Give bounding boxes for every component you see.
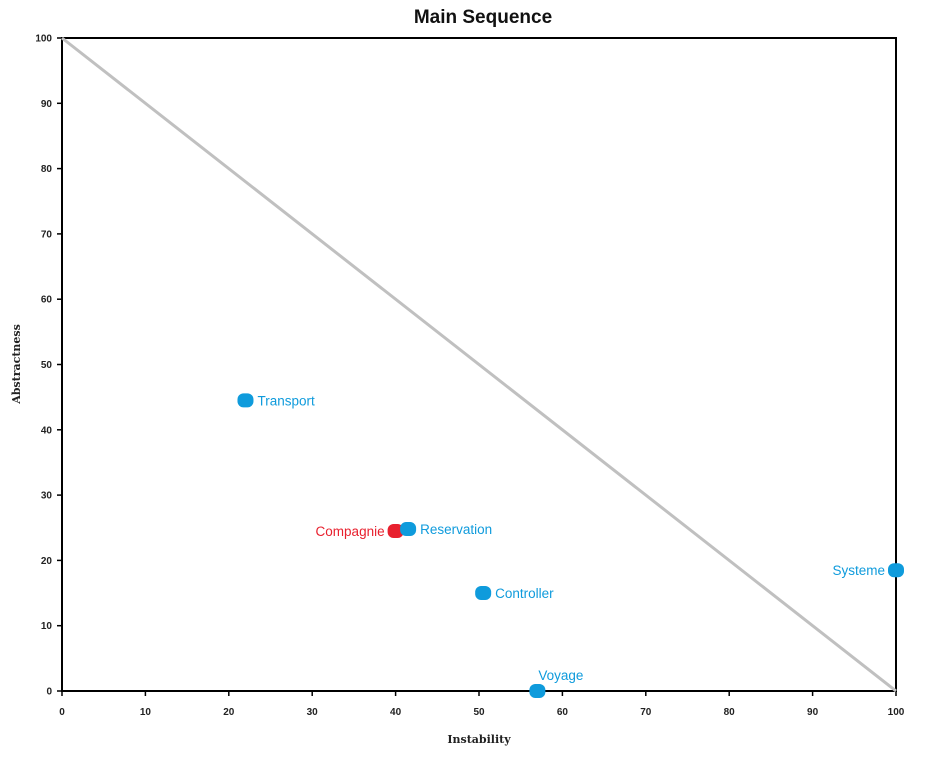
x-axis-label: Instability: [447, 733, 511, 746]
data-point-systeme: [888, 563, 904, 578]
x-tick-label: 70: [640, 707, 652, 718]
y-tick-label: 40: [41, 425, 53, 436]
point-label-voyage: Voyage: [538, 668, 583, 683]
x-tick-label: 10: [140, 707, 152, 718]
data-point-controller: [475, 586, 492, 601]
y-tick-label: 50: [41, 360, 53, 371]
chart-title: Main Sequence: [414, 7, 552, 28]
x-tick-label: 100: [888, 707, 905, 718]
x-tick-label: 30: [307, 707, 319, 718]
data-points: Transport Compagnie Reservation Controller V…: [237, 393, 904, 698]
y-tick-label: 20: [41, 556, 53, 567]
data-point-compagnie: [387, 524, 404, 539]
main-sequence-line: [61, 36, 897, 693]
y-tick-label: 0: [46, 687, 52, 698]
y-axis-label: Abstractness: [10, 324, 23, 405]
x-axis-ticks: 0 10 20 30 40 50 60 70 80 90 100: [59, 691, 905, 718]
x-tick-label: 40: [390, 707, 402, 718]
data-point-transport: [237, 393, 254, 408]
y-tick-label: 10: [41, 621, 53, 632]
y-tick-label: 30: [41, 491, 53, 502]
y-tick-label: 80: [41, 164, 53, 175]
y-tick-label: 70: [41, 229, 53, 240]
point-label-transport: Transport: [257, 393, 315, 408]
x-tick-label: 80: [724, 707, 736, 718]
point-label-compagnie: Compagnie: [316, 524, 385, 539]
data-point-reservation: [400, 522, 417, 537]
x-tick-label: 90: [807, 707, 819, 718]
x-tick-label: 20: [223, 707, 235, 718]
x-tick-label: 50: [473, 707, 485, 718]
y-tick-label: 60: [41, 295, 53, 306]
x-tick-label: 60: [557, 707, 569, 718]
point-label-controller: Controller: [495, 586, 554, 601]
point-label-reservation: Reservation: [420, 522, 492, 537]
y-axis-ticks: 0 10 20 30 40 50 60 70 80 90 100: [35, 34, 62, 698]
y-tick-label: 90: [41, 99, 53, 110]
x-tick-label: 0: [59, 707, 65, 718]
data-point-voyage: [529, 684, 546, 698]
point-label-systeme: Systeme: [832, 563, 885, 578]
y-tick-label: 100: [35, 34, 52, 45]
